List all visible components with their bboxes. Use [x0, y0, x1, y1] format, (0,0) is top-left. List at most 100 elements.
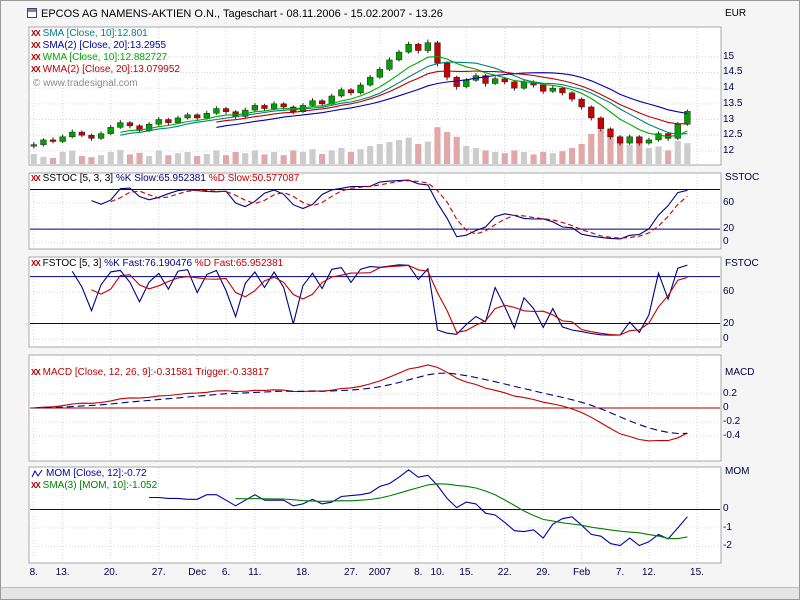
legend-xx-marker-icon: XX	[31, 368, 41, 377]
legend-text: SMA [Close, 10]:12.801	[42, 28, 148, 39]
legend-text: WMA(2) [Close, 20]:13.079952	[42, 64, 180, 75]
x-tick-label: 8.	[29, 567, 38, 578]
legend-xx-marker-icon: XX	[31, 259, 41, 268]
legend-xx-marker-icon: XX	[31, 41, 41, 50]
y-tick-label: 0	[723, 402, 729, 413]
legend-price-3[interactable]: XX WMA(2) [Close, 20]:13.079952	[31, 64, 180, 75]
series-mom[interactable]	[149, 469, 688, 547]
x-tick-label: 8.	[414, 567, 423, 578]
legend-price-1[interactable]: XX SMA(2) [Close, 20]:13.2955	[31, 40, 166, 51]
legend-text: %D Slow:50.577087	[208, 173, 300, 184]
volume-bars[interactable]	[30, 127, 691, 164]
series-momsma[interactable]	[235, 483, 688, 540]
legend-text: MOM [Close, 12]:-0.72	[46, 468, 147, 479]
MOM-panel	[28, 466, 722, 564]
FSTOC-panel	[28, 256, 722, 348]
series-sma10[interactable]	[120, 61, 688, 136]
panel-label-macd: MACD	[725, 367, 755, 378]
x-tick-label: 22.	[497, 567, 512, 578]
panel-label-mom: MOM	[725, 466, 750, 477]
legend-xx-marker-icon: XX	[31, 174, 41, 183]
series-trig[interactable]	[33, 372, 688, 435]
y-tick-label: 14	[723, 82, 735, 94]
legend-text: SMA(3) [MOM, 10]:-1.052	[42, 480, 158, 491]
panel-label-sstoc: SSTOC	[725, 172, 760, 183]
x-tick-label: 12.	[641, 567, 656, 578]
series-slowk[interactable]	[91, 179, 688, 240]
chart-window-icon[interactable]	[27, 8, 37, 18]
x-tick-label: 27.	[344, 567, 358, 578]
series-wma10[interactable]	[120, 56, 688, 138]
legend-text: SMA(2) [Close, 20]:13.2955	[42, 40, 167, 51]
y-tick-label: 0.2	[723, 387, 737, 399]
x-tick-label: Dec	[188, 567, 207, 578]
legend-mom-0[interactable]: MOM [Close, 12]:-0.72	[31, 468, 147, 479]
y-tick-label: 60	[723, 196, 735, 208]
price-panel	[28, 26, 722, 166]
y-tick-label: 12.5	[723, 129, 743, 141]
title-bar: EPCOS AG NAMENS-AKTIEN O.N., Tageschart …	[27, 7, 443, 20]
y-tick-label: 0	[723, 236, 729, 248]
panel-label-fstoc: FSTOC	[725, 258, 759, 269]
legend-zigzag-marker-icon	[31, 469, 43, 478]
y-tick-label: -0.2	[723, 416, 741, 428]
x-tick-label: 20.	[103, 567, 118, 578]
legend-text: WMA [Close, 10]:12.882727	[42, 52, 168, 63]
x-tick-label: Feb	[573, 567, 591, 578]
bottom-scrollbar[interactable]	[1, 587, 799, 599]
y-tick-label: 15	[723, 50, 735, 62]
y-tick-label: 0	[723, 503, 729, 515]
legend-text: MACD [Close, 12, 26, 9]:-0.31581	[42, 367, 196, 378]
y-tick-label: 20	[723, 317, 735, 329]
legend-xx-marker-icon: XX	[31, 29, 41, 38]
x-tick-label: 29.	[536, 567, 551, 578]
legend-macd-0[interactable]: XX MACD [Close, 12, 26, 9]:-0.31581 Trigg…	[31, 367, 269, 378]
chart-title: EPCOS AG NAMENS-AKTIEN O.N., Tageschart …	[41, 8, 443, 20]
x-tick-label: 2007	[368, 567, 391, 578]
SSTOC-panel	[28, 172, 722, 250]
x-tick-label: 13.	[55, 567, 70, 578]
legend-text: %K Slow:65.952381	[115, 173, 209, 184]
x-tick-label: 6.	[221, 567, 231, 578]
y-tick-label: 13	[723, 113, 735, 125]
MACD-panel	[28, 354, 722, 462]
series-fastd[interactable]	[91, 264, 688, 336]
legend-mom-1[interactable]: XX SMA(3) [MOM, 10]:-1.052	[31, 480, 157, 491]
currency-axis-label: EUR	[725, 8, 747, 19]
y-tick-label: 12	[723, 144, 735, 156]
legend-xx-marker-icon: XX	[31, 53, 41, 62]
legend-text: %K Fast:76.190476	[104, 258, 195, 269]
watermark: © www.tradesignal.com	[33, 78, 138, 89]
legend-text: FSTOC [5, 3]	[42, 258, 105, 269]
series-slowd[interactable]	[110, 180, 688, 239]
legend-price-0[interactable]: XX SMA [Close, 10]:12.801	[31, 28, 148, 39]
x-tick-label: 11.	[248, 567, 262, 578]
y-tick-label: -0.4	[723, 430, 741, 442]
candlesticks[interactable]	[30, 39, 691, 149]
x-tick-label: 27.	[151, 567, 166, 578]
legend-sstoc-0[interactable]: XX SSTOC [5, 3, 3] %K Slow:65.952381 %D S…	[31, 173, 299, 184]
y-tick-label: 60	[723, 286, 735, 298]
legend-fstoc-0[interactable]: XX FSTOC [5, 3] %K Fast:76.190476 %D Fast…	[31, 258, 283, 269]
y-tick-label: 13.5	[723, 97, 743, 109]
series-sma20[interactable]	[216, 72, 688, 128]
x-tick-label: 7.	[615, 567, 625, 578]
legend-text: Trigger:-0.33817	[195, 367, 269, 378]
y-tick-label: 0	[723, 333, 729, 345]
x-tick-label: 15.	[459, 567, 474, 578]
legend-xx-marker-icon: XX	[31, 65, 41, 74]
y-tick-label: -1	[723, 521, 732, 533]
y-tick-label: -2	[723, 540, 732, 552]
x-tick-label: 18.	[295, 567, 310, 578]
y-tick-label: 14.5	[723, 66, 743, 78]
legend-price-2[interactable]: XX WMA [Close, 10]:12.882727	[31, 52, 167, 63]
x-tick-label: 10.	[430, 567, 445, 578]
legend-xx-marker-icon: XX	[31, 481, 41, 490]
legend-text: SSTOC [5, 3, 3]	[42, 173, 116, 184]
series-wma20[interactable]	[216, 70, 688, 125]
x-tick-label: 15.	[690, 567, 704, 578]
legend-text: %D Fast:65.952381	[194, 258, 284, 269]
series-macd[interactable]	[33, 364, 688, 442]
